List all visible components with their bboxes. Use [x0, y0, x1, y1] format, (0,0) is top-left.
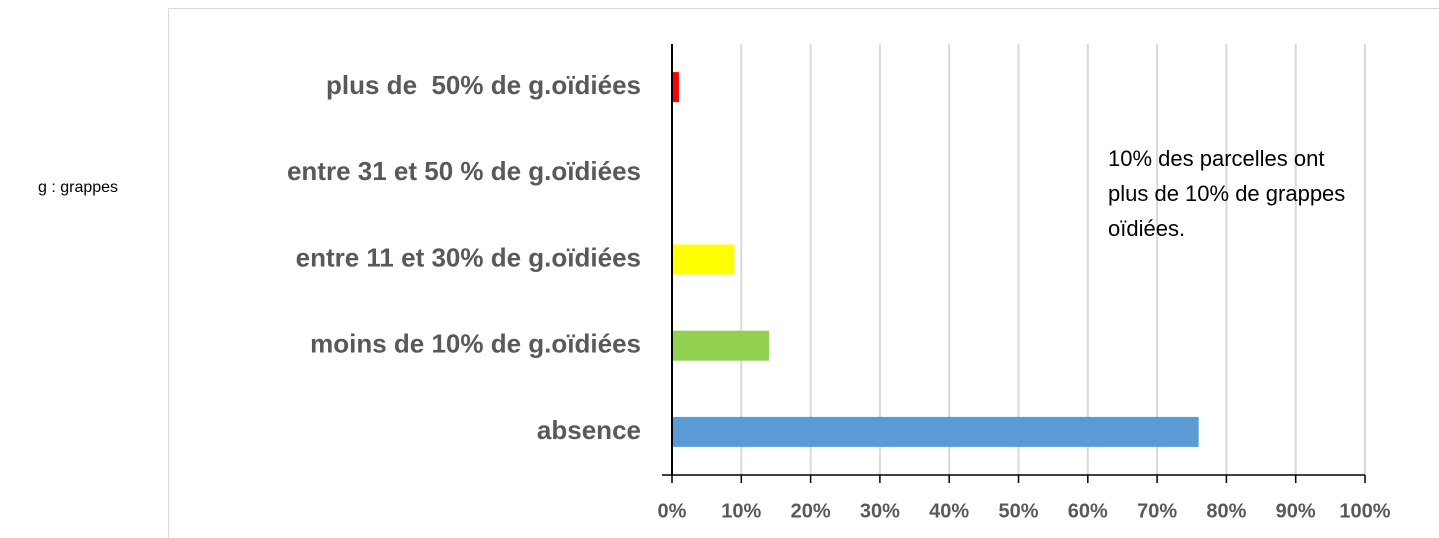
x-tick-label: 90% — [1276, 500, 1316, 522]
x-tick-label: 50% — [998, 500, 1038, 522]
annotation: plus de 10% de grappes — [1108, 181, 1345, 206]
side-note: g : grappes — [38, 179, 118, 196]
annotation: 10% des parcelles ont — [1108, 146, 1324, 171]
x-tick-label: 70% — [1137, 500, 1177, 522]
y-tick-label: plus de 50% de g.oïdiées — [326, 70, 641, 100]
x-tick-label: 10% — [721, 500, 761, 522]
y-tick-label: entre 31 et 50 % de g.oïdiées — [287, 156, 641, 186]
y-tick-label: absence — [537, 415, 641, 445]
annotation: oïdiées. — [1108, 216, 1185, 241]
bar — [672, 330, 770, 361]
x-tick-label: 80% — [1206, 500, 1246, 522]
x-tick-label: 0% — [658, 500, 687, 522]
y-tick-label: moins de 10% de g.oïdiées — [310, 329, 641, 359]
x-tick-label: 30% — [860, 500, 900, 522]
y-tick-label: entre 11 et 30% de g.oïdiées — [296, 242, 641, 272]
bar — [672, 72, 679, 103]
chart-border — [168, 8, 1439, 538]
x-tick-label: 60% — [1068, 500, 1108, 522]
x-tick-label: 40% — [929, 500, 969, 522]
bar — [672, 416, 1199, 447]
x-tick-label: 100% — [1339, 500, 1390, 522]
x-tick-label: 20% — [791, 500, 831, 522]
bar — [672, 244, 735, 275]
